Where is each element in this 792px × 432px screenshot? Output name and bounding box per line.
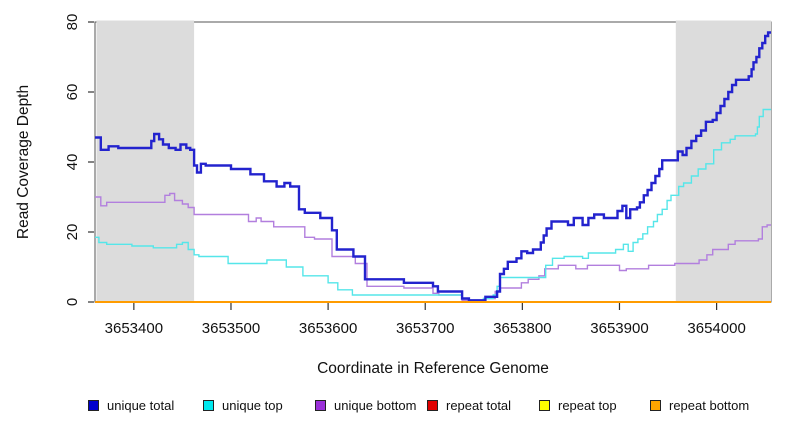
legend-label: repeat total: [446, 398, 512, 413]
legend-swatch-repeat-top: [539, 400, 550, 411]
x-tick-label: 3653700: [396, 320, 454, 337]
series-line-unique-top: [95, 108, 771, 301]
legend-item-repeat-top: repeat top: [539, 398, 617, 413]
legend-item-unique-total: unique total: [88, 398, 174, 413]
series-line-unique-total: [95, 31, 771, 302]
legend-swatch-repeat-bottom: [650, 400, 661, 411]
y-tick-label: 0: [64, 298, 81, 306]
shaded-region-0: [96, 20, 195, 302]
legend-swatch-unique-bottom: [315, 400, 326, 411]
legend-label: unique top: [222, 398, 283, 413]
legend-swatch-unique-top: [203, 400, 214, 411]
legend-label: repeat top: [558, 398, 617, 413]
legend-item-unique-top: unique top: [203, 398, 283, 413]
x-tick-label: 3653800: [493, 320, 551, 337]
x-tick-label: 3653600: [299, 320, 357, 337]
y-tick-label: 20: [64, 224, 81, 241]
y-tick-label: 80: [64, 14, 81, 31]
legend-item-repeat-total: repeat total: [427, 398, 511, 413]
legend-label: unique bottom: [334, 398, 417, 413]
y-tick-label: 60: [64, 84, 81, 101]
legend-item-repeat-bottom: repeat bottom: [650, 398, 749, 413]
legend-swatch-unique-total: [88, 400, 99, 411]
legend-label: unique total: [107, 398, 175, 413]
legend-item-unique-bottom: unique bottom: [315, 398, 416, 413]
shaded-region-1: [675, 20, 771, 302]
x-tick-label: 3653500: [202, 320, 260, 337]
legend-label: repeat bottom: [669, 398, 750, 413]
x-axis-title: Coordinate in Reference Genome: [317, 360, 549, 377]
x-tick-label: 3653400: [105, 320, 163, 337]
plot-box: [94, 21, 772, 303]
x-tick-label: 3653900: [590, 320, 648, 337]
y-tick-label: 40: [64, 154, 81, 171]
y-axis-title: Read Coverage Depth: [15, 84, 32, 240]
x-tick-label: 3654000: [687, 320, 745, 337]
legend-swatch-repeat-total: [427, 400, 438, 411]
